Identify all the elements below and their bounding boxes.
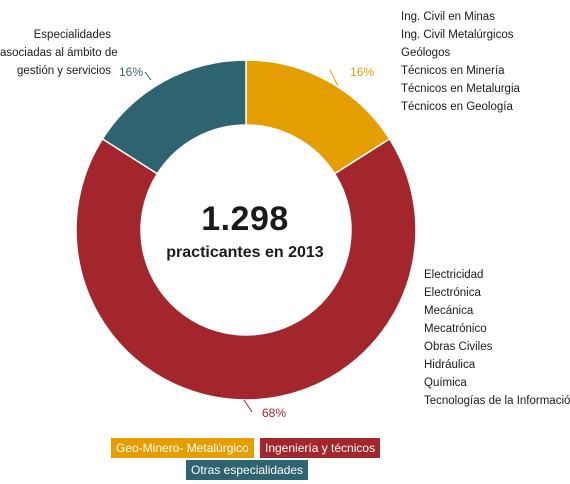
otras-description-line: gestión y servicios bbox=[17, 65, 111, 77]
slice-ingenieria bbox=[75, 137, 417, 401]
otras-description-line: asociadas al ámbito de bbox=[0, 47, 118, 59]
label-otras-pct: 16% bbox=[119, 65, 143, 79]
geo-description-line: Ing. Civil en Minas bbox=[401, 11, 495, 23]
geo-description-line: Técnicos en Geología bbox=[401, 101, 513, 113]
slice-otras bbox=[101, 59, 247, 175]
center-caption: practicantes en 2013 bbox=[166, 244, 324, 261]
otras-description-line: Especialidades bbox=[33, 29, 111, 41]
geo-description-line: Técnicos en Minería bbox=[401, 65, 505, 77]
ing-description-line: Mecánica bbox=[424, 305, 474, 317]
ing-description-line: Mecatrónico bbox=[424, 323, 487, 335]
geo-description: Ing. Civil en Minas Ing. Civil Metalúrgi… bbox=[401, 8, 520, 116]
label-geo-pct-leader bbox=[329, 69, 339, 87]
legend-item-ingenieria: Ingeniería y técnicos bbox=[260, 438, 381, 458]
label-ingenieria-pct-leader bbox=[243, 399, 253, 413]
center-total: 1.298 bbox=[201, 200, 289, 238]
geo-description-line: Ing. Civil Metalúrgicos bbox=[401, 29, 514, 41]
geo-description-line: Técnicos en Metalurgia bbox=[401, 83, 520, 95]
legend-item-geo: Geo-Minero- Metalúrgico bbox=[111, 438, 254, 458]
label-otras-pct-leader bbox=[144, 71, 152, 81]
otras-description: Especialidades asociadas al ámbito de ge… bbox=[0, 26, 118, 80]
label-ingenieria-pct: 68% bbox=[262, 406, 286, 420]
ing-description: Electricidad Electrónica Mecánica Mecatr… bbox=[424, 266, 570, 410]
label-geo-pct: 16% bbox=[350, 65, 374, 79]
ing-description-line: Química bbox=[424, 377, 467, 389]
ing-description-line: Tecnologías de la Información bbox=[424, 395, 570, 407]
legend-item-otras: Otras especialidades bbox=[186, 460, 309, 480]
ing-description-line: Electrónica bbox=[424, 287, 481, 299]
ing-description-line: Electricidad bbox=[424, 269, 484, 281]
ing-description-line: Hidráulica bbox=[424, 359, 476, 371]
ing-description-line: Obras Civiles bbox=[424, 341, 493, 353]
geo-description-line: Geólogos bbox=[401, 47, 451, 59]
